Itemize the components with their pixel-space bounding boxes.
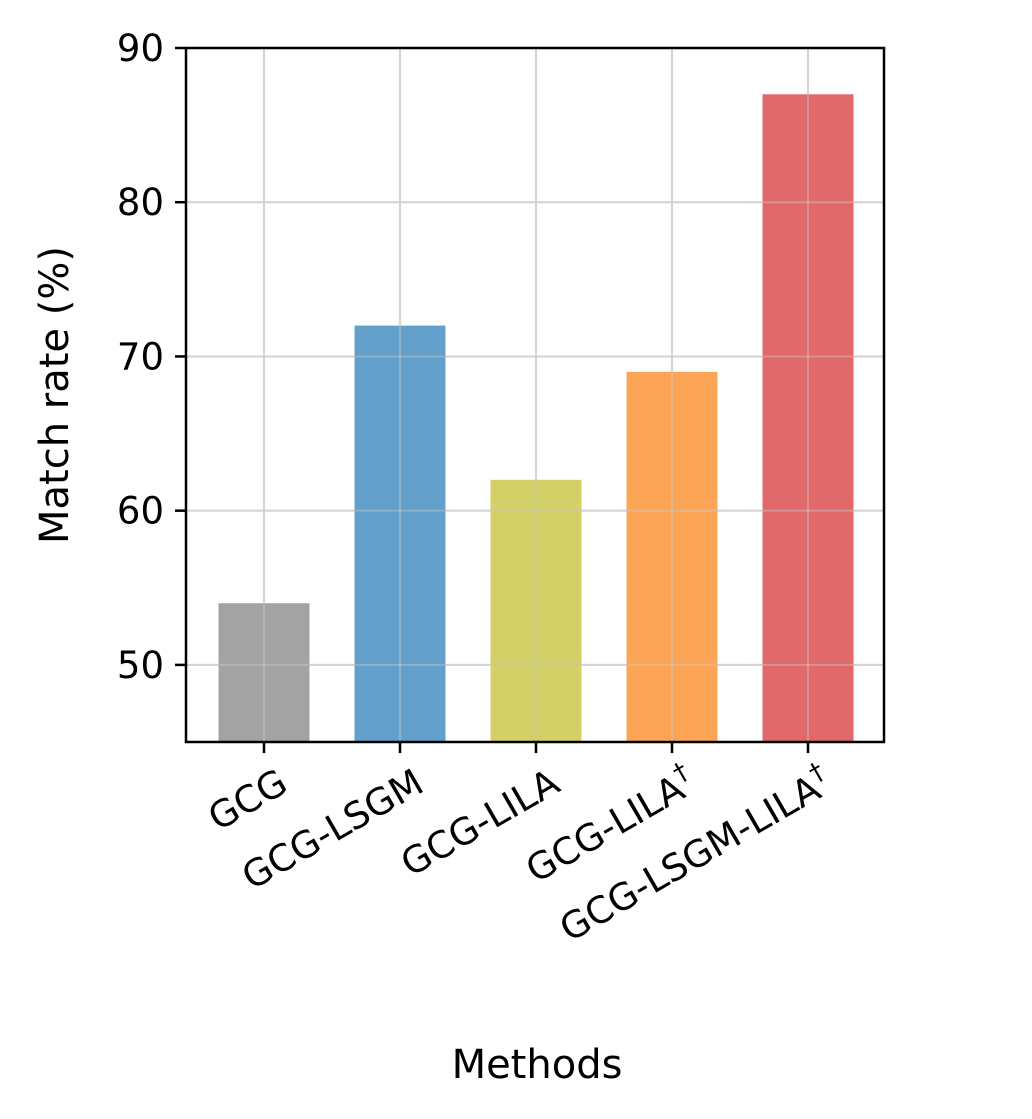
y-axis-ticks: 50 60 70 80 90 — [117, 27, 186, 687]
bars — [186, 47, 884, 743]
bar-gcg — [218, 603, 310, 742]
x-axis-ticks: GCGGCG-LSGMGCG-LILAGCG-LILA†GCG-LSGM-LIL… — [201, 742, 829, 950]
y-axis-label: Match rate (%) — [32, 246, 78, 544]
bar-gcg-lsgm-lila-dagger — [762, 94, 854, 743]
bar-gcg-lsgm — [354, 325, 446, 742]
y-tick-label: 50 — [117, 644, 164, 687]
y-tick-label: 90 — [117, 27, 164, 70]
x-axis-label: Methods — [452, 1042, 623, 1088]
bar-gcg-lila-dagger — [626, 371, 718, 742]
y-tick-label: 80 — [117, 181, 164, 224]
bar-gcg-lila — [490, 479, 582, 742]
y-tick-label: 70 — [117, 335, 164, 378]
x-tick-label: GCG — [201, 761, 295, 840]
y-tick-label: 60 — [117, 490, 164, 533]
